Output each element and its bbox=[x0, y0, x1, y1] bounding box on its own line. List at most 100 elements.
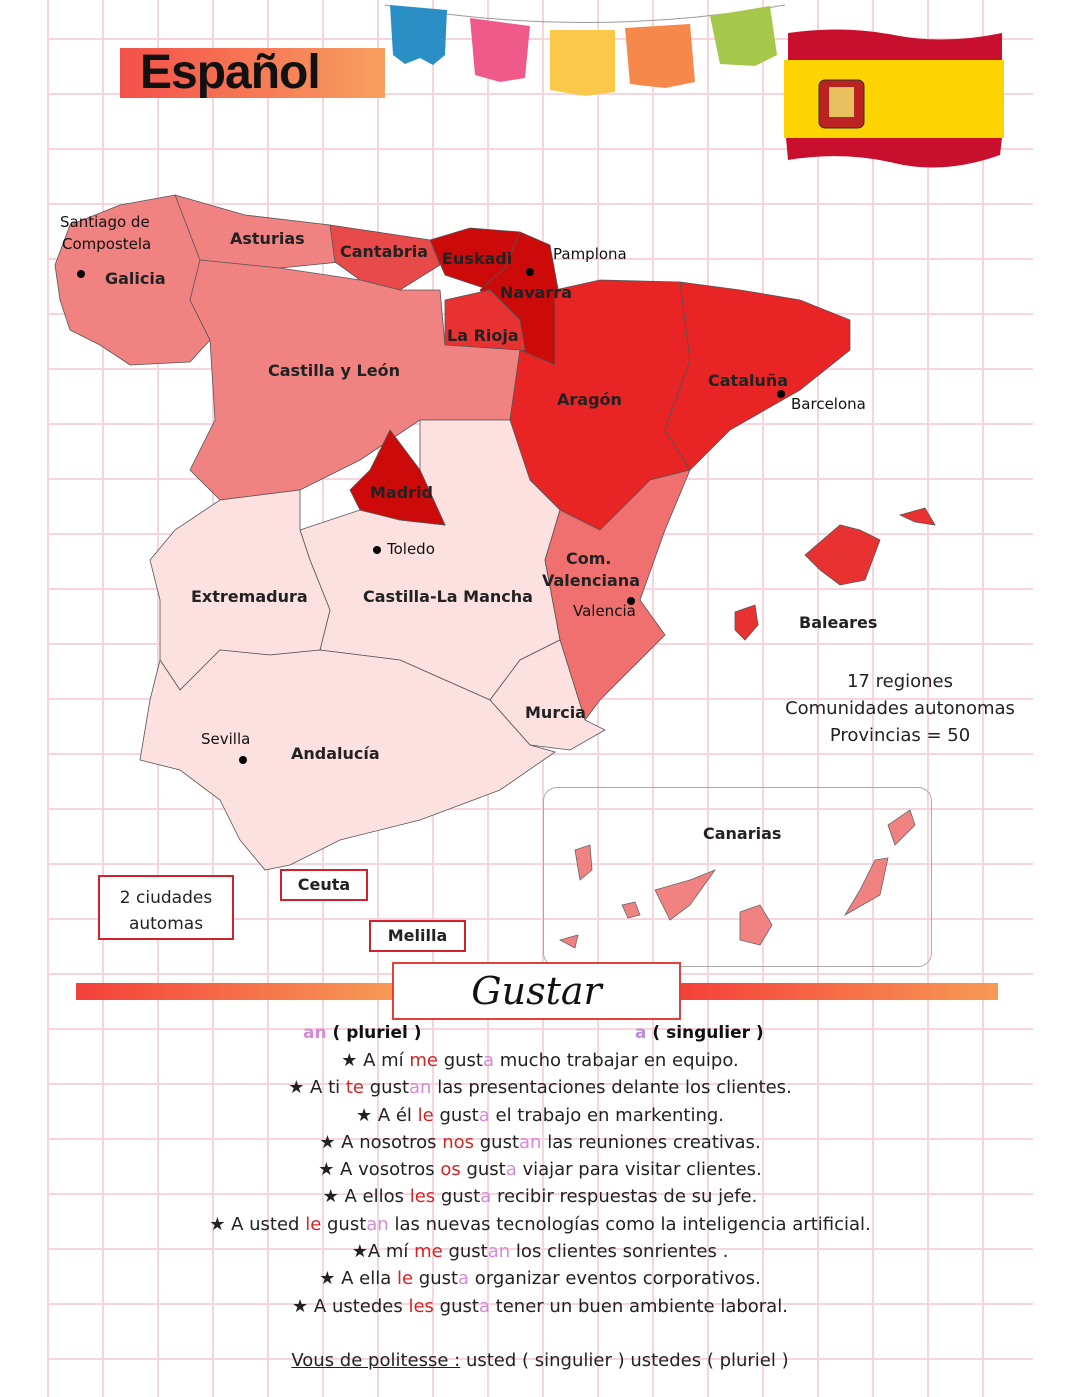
city-sevilla: Sevilla bbox=[201, 730, 251, 748]
sentence-verb-stem: gust bbox=[433, 1104, 479, 1126]
region-baleares-menorca bbox=[898, 507, 936, 526]
island-gomera bbox=[621, 901, 641, 919]
sentence-pronoun: le bbox=[417, 1104, 434, 1126]
label-castilla-la-mancha: Castilla-La Mancha bbox=[363, 587, 533, 606]
sentence-verb-stem: gust bbox=[433, 1295, 479, 1317]
sentence-rest: mucho trabajar en equipo. bbox=[494, 1050, 739, 1071]
city-toledo: Toledo bbox=[387, 540, 435, 558]
label-castilla-y-leon: Castilla y León bbox=[268, 361, 400, 380]
example-sentence: ★ A usted le gustan las nuevas tecnologí… bbox=[0, 1211, 1080, 1238]
sentence-subject: ★ A nosotros bbox=[319, 1131, 443, 1153]
sentence-verb-ending: a bbox=[505, 1159, 517, 1181]
singular-heading: a ( singulier ) bbox=[635, 1023, 764, 1043]
canarias-inset-box bbox=[543, 787, 932, 967]
island-tenerife bbox=[654, 869, 717, 921]
label-cantabria: Cantabria bbox=[340, 242, 428, 261]
papel-picado-banner bbox=[385, 4, 785, 96]
sentence-verb-stem: gust bbox=[435, 1186, 481, 1208]
example-sentence: ★ A él le gusta el trabajo en markenting… bbox=[0, 1102, 1080, 1129]
city-dot bbox=[627, 597, 635, 605]
sentence-verb-ending: an bbox=[409, 1077, 432, 1099]
sentence-subject: ★ A mí bbox=[341, 1050, 410, 1071]
island-fuerteventura bbox=[843, 857, 889, 917]
sentence-verb-ending: an bbox=[519, 1131, 542, 1153]
flag-pink bbox=[470, 18, 530, 82]
spain-map bbox=[54, 194, 936, 949]
example-sentence: ★ A nosotros nos gustan las reuniones cr… bbox=[0, 1129, 1080, 1156]
island-la-palma bbox=[574, 844, 593, 881]
city-dot bbox=[77, 270, 85, 278]
ciudades-line1: 2 ciudades bbox=[119, 888, 213, 908]
page-title: Español bbox=[120, 48, 385, 98]
footer-note: Vous de politesse : usted ( singulier ) … bbox=[0, 1350, 1080, 1371]
example-sentence: ★ A ellos les gusta recibir respuestas d… bbox=[0, 1183, 1080, 1210]
label-euskadi: Euskadi bbox=[442, 249, 513, 268]
island-hierro bbox=[558, 934, 579, 949]
city-barcelona: Barcelona bbox=[791, 395, 866, 413]
example-sentence: ★ A ella le gusta organizar eventos corp… bbox=[0, 1265, 1080, 1292]
city-dot bbox=[373, 546, 381, 554]
sentence-pronoun: te bbox=[345, 1077, 365, 1099]
city-pamplona: Pamplona bbox=[553, 245, 627, 263]
sentence-subject: ★ A vosotros bbox=[318, 1159, 441, 1181]
info-comunidades: Comunidades autonomas bbox=[785, 698, 1015, 719]
label-extremadura: Extremadura bbox=[191, 587, 308, 606]
label-canarias: Canarias bbox=[703, 824, 782, 843]
sentence-subject: ★ A ustedes bbox=[292, 1295, 409, 1317]
sentence-rest: las presentaciones delante los clientes. bbox=[431, 1077, 792, 1099]
sentence-rest: viajar para visitar clientes. bbox=[516, 1159, 762, 1181]
coat-of-arms-icon bbox=[818, 79, 865, 129]
melilla-box: Melilla bbox=[369, 920, 466, 952]
regions-info: 17 regiones Comunidades autonomas Provin… bbox=[760, 668, 1040, 749]
sentence-verb-ending: a bbox=[478, 1104, 490, 1126]
sentence-pronoun: le bbox=[396, 1268, 414, 1290]
city-dot bbox=[239, 756, 247, 764]
sentence-subject: ★A mí bbox=[351, 1241, 415, 1263]
sentence-verb-stem: gust bbox=[460, 1159, 506, 1181]
sentence-rest: las nuevas tecnologías como la inteligen… bbox=[388, 1213, 871, 1235]
sentence-verb-ending: a bbox=[480, 1186, 492, 1208]
label-com: Com. bbox=[566, 549, 612, 568]
sentence-subject: ★ A él bbox=[355, 1104, 418, 1126]
sentence-verb-ending: an bbox=[366, 1213, 389, 1235]
region-com-valenciana bbox=[544, 469, 691, 721]
region-andalucia bbox=[139, 649, 556, 871]
gustar-heading: Gustar bbox=[392, 962, 681, 1020]
flag-yellow bbox=[550, 30, 615, 96]
sentence-pronoun: les bbox=[409, 1186, 436, 1208]
example-sentence: ★ A mí me gusta mucho trabajar en equipo… bbox=[0, 1047, 1080, 1074]
label-andalucia: Andalucía bbox=[291, 744, 380, 763]
info-regiones: 17 regiones bbox=[846, 671, 953, 692]
label-madrid: Madrid bbox=[370, 483, 433, 502]
region-baleares-ibiza bbox=[734, 604, 759, 641]
sentence-rest: tener un buen ambiente laboral. bbox=[489, 1295, 788, 1317]
sentence-verb-ending: a bbox=[458, 1268, 470, 1290]
ciudades-box: 2 ciudades automas bbox=[98, 875, 234, 940]
info-provincias: Provincias = 50 bbox=[829, 725, 971, 746]
region-baleares bbox=[804, 524, 881, 586]
sentence-rest: organizar eventos corporativos. bbox=[469, 1268, 761, 1290]
sentence-subject: ★ A usted bbox=[209, 1213, 306, 1235]
plural-heading: an ( pluriel ) bbox=[303, 1023, 422, 1043]
label-murcia: Murcia bbox=[525, 703, 586, 722]
sentence-verb-ending: a bbox=[482, 1050, 495, 1071]
sentence-subject: ★ A ti bbox=[288, 1077, 346, 1099]
example-sentence: ★ A ti te gustan las presentaciones dela… bbox=[0, 1074, 1080, 1101]
sentence-verb-stem: gust bbox=[442, 1241, 488, 1263]
sentence-rest: recibir respuestas de su jefe. bbox=[491, 1186, 758, 1208]
sentence-pronoun: me bbox=[409, 1050, 438, 1071]
sentence-verb-stem: gust bbox=[437, 1050, 483, 1071]
sentence-rest: el trabajo en markenting. bbox=[489, 1104, 725, 1126]
singular-label: ( singulier ) bbox=[652, 1023, 764, 1043]
label-asturias: Asturias bbox=[230, 229, 305, 248]
example-sentence: ★ A vosotros os gusta viajar para visita… bbox=[0, 1156, 1080, 1183]
singular-ending: a bbox=[635, 1023, 647, 1043]
sentence-pronoun: les bbox=[408, 1295, 434, 1317]
region-murcia bbox=[489, 639, 606, 751]
sentence-verb-stem: gust bbox=[321, 1213, 367, 1235]
label-valenciana: Valenciana bbox=[542, 571, 640, 590]
sentence-verb-stem: gust bbox=[474, 1131, 520, 1153]
region-cataluna bbox=[664, 281, 851, 471]
heading-bar-right bbox=[680, 983, 998, 1000]
city-santiago-line2: Compostela bbox=[62, 235, 152, 253]
